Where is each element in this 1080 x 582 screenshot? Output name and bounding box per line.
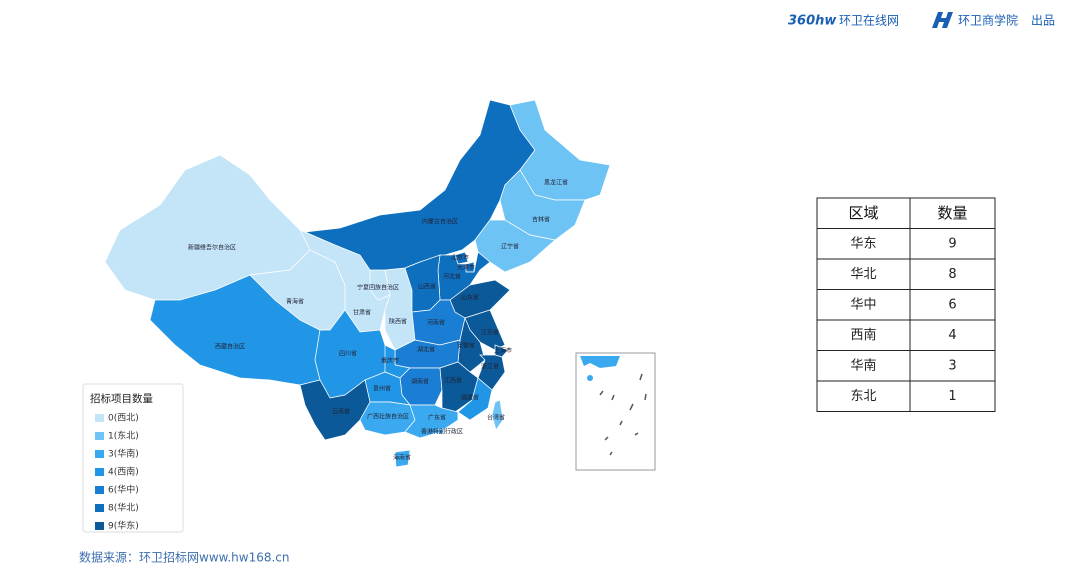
table-cell: 华北 bbox=[850, 267, 876, 282]
province-label: 江西省 bbox=[444, 377, 462, 385]
province-label: 广东省 bbox=[428, 414, 446, 422]
table-cell: 9 bbox=[948, 236, 956, 251]
province-label: 重庆市 bbox=[381, 357, 399, 365]
province-label: 陕西省 bbox=[389, 318, 407, 326]
table-cell: 3 bbox=[948, 358, 956, 373]
province-area bbox=[491, 399, 504, 431]
table-header: 数量 bbox=[937, 204, 967, 222]
province-label: 贵州省 bbox=[373, 385, 391, 393]
province-label: 山东省 bbox=[461, 294, 479, 302]
province-label: 内蒙古自治区 bbox=[422, 218, 458, 226]
legend-swatch bbox=[95, 522, 104, 530]
table-cell: 东北 bbox=[850, 389, 876, 404]
province-label: 黑龙江省 bbox=[544, 179, 568, 187]
province-label: 四川省 bbox=[339, 350, 357, 358]
province-label: 台湾省 bbox=[487, 414, 505, 422]
province-label: 宁夏回族自治区 bbox=[357, 284, 399, 292]
inset-map bbox=[575, 352, 656, 471]
province-label: 湖南省 bbox=[411, 378, 429, 386]
province-area bbox=[399, 367, 443, 406]
province-label: 福建省 bbox=[461, 394, 479, 402]
legend-label: 6(华中) bbox=[108, 484, 139, 496]
province-label: 安徽省 bbox=[457, 342, 475, 350]
legend-swatch bbox=[95, 414, 104, 422]
province-label: 广西壮族自治区 bbox=[367, 413, 409, 421]
province-label: 香港特别行政区 bbox=[421, 428, 463, 436]
province-area bbox=[474, 219, 556, 273]
province-label: 辽宁省 bbox=[501, 243, 519, 251]
province-label: 新疆维吾尔自治区 bbox=[188, 244, 236, 252]
province-label: 北京市 bbox=[451, 254, 469, 262]
province-label: 河北省 bbox=[443, 273, 461, 281]
legend-swatch bbox=[95, 504, 104, 512]
legend-title: 招标项目数量 bbox=[90, 392, 153, 405]
legend-label: 1(东北) bbox=[108, 430, 139, 442]
legend-swatch bbox=[95, 468, 104, 476]
province-label: 山西省 bbox=[418, 283, 436, 291]
table-cell: 8 bbox=[948, 267, 956, 282]
legend-swatch bbox=[95, 432, 104, 440]
table-cell: 6 bbox=[948, 297, 956, 312]
province-area bbox=[404, 404, 459, 439]
province-label: 天津市 bbox=[457, 264, 475, 272]
table-cell: 华南 bbox=[850, 357, 876, 373]
province-label: 上海市 bbox=[494, 347, 512, 355]
legend: 招标项目数量 0(西北) 1(东北) 3(华南) 4(西南) 6(华中) 8(华北) 9(华… bbox=[82, 383, 184, 533]
province-area bbox=[499, 169, 586, 241]
province-label: 甘肃省 bbox=[353, 309, 371, 317]
province-label: 江苏省 bbox=[481, 329, 499, 337]
legend-swatch bbox=[95, 450, 104, 458]
table-cell: 4 bbox=[948, 328, 956, 343]
logo: 360hw bbox=[788, 14, 837, 29]
province-label: 河南省 bbox=[427, 319, 445, 327]
table-header: 区域 bbox=[848, 204, 878, 222]
brand-name: 环卫商学院 bbox=[958, 13, 1018, 28]
legend-label: 8(华北) bbox=[108, 502, 139, 514]
legend-label: 4(西南) bbox=[108, 466, 139, 478]
province-label: 云南省 bbox=[332, 408, 350, 416]
table-cell: 西南 bbox=[850, 327, 876, 343]
province-label: 青海省 bbox=[286, 298, 304, 306]
legend-label: 9(华东) bbox=[108, 520, 139, 532]
table-cell: 华东 bbox=[850, 236, 876, 251]
brand-icon bbox=[932, 12, 953, 28]
province-label: 西藏自治区 bbox=[215, 343, 245, 351]
table-cell: 华中 bbox=[850, 297, 876, 312]
brand-note: 出品 bbox=[1031, 14, 1055, 28]
province-label: 浙江省 bbox=[481, 363, 499, 371]
legend-label: 3(华南) bbox=[108, 448, 139, 460]
province-area bbox=[477, 354, 506, 391]
province-area bbox=[437, 428, 444, 435]
province-area bbox=[394, 449, 411, 468]
province-label: 湖北省 bbox=[417, 346, 435, 354]
table-border bbox=[816, 197, 996, 412]
site-name: 环卫在线网 bbox=[839, 14, 899, 28]
table-cell: 1 bbox=[948, 389, 956, 404]
legend-swatch bbox=[95, 486, 104, 494]
province-label: 吉林省 bbox=[532, 216, 550, 224]
province-label: 海南省 bbox=[393, 454, 411, 462]
legend-label: 0(西北) bbox=[108, 413, 139, 424]
source-note: 数据来源：环卫招标网www.hw168.cn bbox=[79, 550, 290, 565]
